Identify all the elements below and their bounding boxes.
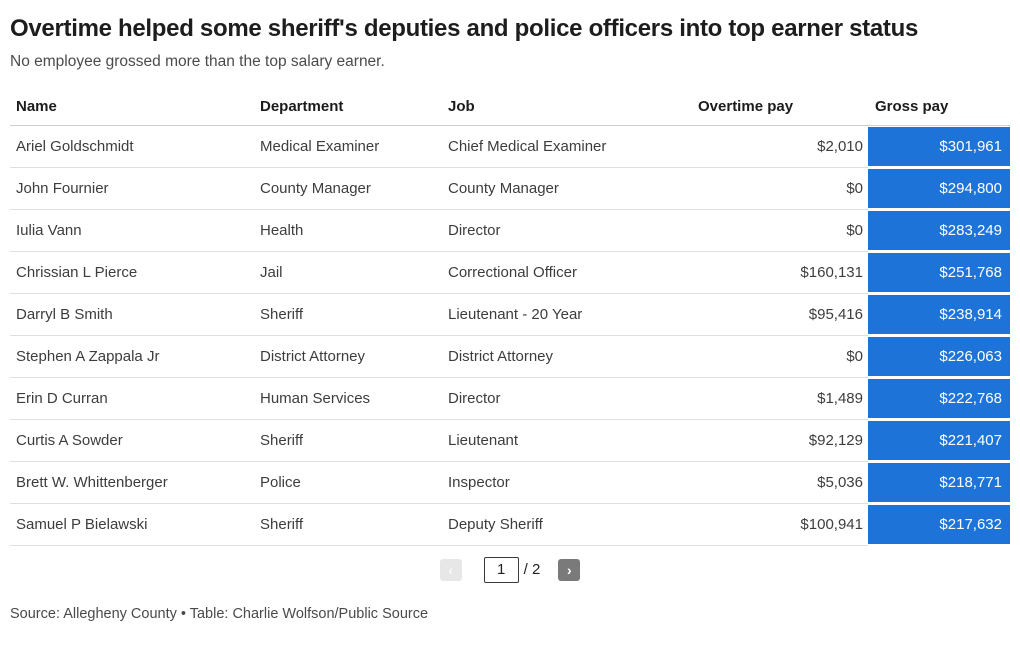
gross-pay-bar: $238,914 <box>868 294 1010 334</box>
cell-overtime-pay: $5,036 <box>698 461 868 504</box>
cell-job: Deputy Sheriff <box>448 503 698 546</box>
cell-gross-pay: $301,961 <box>868 125 1010 168</box>
page-number-input[interactable] <box>483 556 519 583</box>
cell-overtime-pay: $160,131 <box>698 251 868 294</box>
cell-department: Jail <box>260 251 448 294</box>
column-header-overtime-pay[interactable]: Overtime pay <box>698 88 868 126</box>
gross-pay-bar: $218,771 <box>868 462 1010 502</box>
cell-gross-pay: $251,768 <box>868 251 1010 294</box>
source-note: Source: Allegheny County • Table: Charli… <box>10 605 429 622</box>
column-header-gross-pay[interactable]: Gross pay <box>868 88 1010 126</box>
column-header-job[interactable]: Job <box>448 88 698 126</box>
cell-department: Sheriff <box>260 419 448 462</box>
gross-pay-bar: $217,632 <box>868 504 1010 544</box>
table-row: Ariel Goldschmidt Medical Examiner Chief… <box>10 125 1010 168</box>
cell-name: John Fournier <box>10 167 260 210</box>
cell-gross-pay: $222,768 <box>868 377 1010 420</box>
table-row: Iulia Vann Health Director $0 $283,249 <box>10 209 1010 252</box>
table-body: Ariel Goldschmidt Medical Examiner Chief… <box>10 125 1010 546</box>
gross-pay-bar: $251,768 <box>868 252 1010 292</box>
cell-job: Chief Medical Examiner <box>448 125 698 168</box>
cell-gross-pay: $294,800 <box>868 167 1010 210</box>
page-total-label: / 2 <box>523 561 541 579</box>
cell-name: Samuel P Bielawski <box>10 503 260 546</box>
cell-job: Director <box>448 209 698 252</box>
cell-name: Erin D Curran <box>10 377 260 420</box>
cell-name: Iulia Vann <box>10 209 260 252</box>
cell-gross-pay: $283,249 <box>868 209 1010 252</box>
cell-department: Health <box>260 209 448 252</box>
cell-name: Curtis A Sowder <box>10 419 260 462</box>
gross-pay-bar: $226,063 <box>868 336 1010 376</box>
cell-job: Lieutenant - 20 Year <box>448 293 698 336</box>
cell-name: Darryl B Smith <box>10 293 260 336</box>
cell-department: Human Services <box>260 377 448 420</box>
table-row: Stephen A Zappala Jr District Attorney D… <box>10 335 1010 378</box>
gross-pay-bar: $301,961 <box>868 126 1010 166</box>
table-row: Erin D Curran Human Services Director $1… <box>10 377 1010 420</box>
cell-overtime-pay: $0 <box>698 335 868 378</box>
cell-gross-pay: $218,771 <box>868 461 1010 504</box>
cell-department: Sheriff <box>260 293 448 336</box>
cell-job: Director <box>448 377 698 420</box>
cell-overtime-pay: $92,129 <box>698 419 868 462</box>
pagination: ‹ / 2 › <box>0 556 1020 583</box>
data-table: Name Department Job Overtime pay Gross p… <box>10 88 1010 546</box>
table-visualization: Overtime helped some sheriff's deputies … <box>0 13 1020 657</box>
cell-name: Chrissian L Pierce <box>10 251 260 294</box>
cell-overtime-pay: $1,489 <box>698 377 868 420</box>
cell-overtime-pay: $100,941 <box>698 503 868 546</box>
pagination-prev-button[interactable]: ‹ <box>439 558 462 581</box>
gross-pay-bar: $221,407 <box>868 420 1010 460</box>
cell-job: Correctional Officer <box>448 251 698 294</box>
cell-job: County Manager <box>448 167 698 210</box>
cell-gross-pay: $238,914 <box>868 293 1010 336</box>
cell-department: District Attorney <box>260 335 448 378</box>
cell-gross-pay: $226,063 <box>868 335 1010 378</box>
cell-gross-pay: $217,632 <box>868 503 1010 546</box>
page-title: Overtime helped some sheriff's deputies … <box>10 15 919 42</box>
table-row: John Fournier County Manager County Mana… <box>10 167 1010 210</box>
cell-department: Police <box>260 461 448 504</box>
cell-name: Brett W. Whittenberger <box>10 461 260 504</box>
column-header-department[interactable]: Department <box>260 88 448 126</box>
cell-overtime-pay: $95,416 <box>698 293 868 336</box>
column-header-name[interactable]: Name <box>10 88 260 126</box>
pagination-next-button[interactable]: › <box>558 558 581 581</box>
cell-job: Lieutenant <box>448 419 698 462</box>
cell-department: County Manager <box>260 167 448 210</box>
table-row: Chrissian L Pierce Jail Correctional Off… <box>10 251 1010 294</box>
table-row: Curtis A Sowder Sheriff Lieutenant $92,1… <box>10 419 1010 462</box>
cell-department: Sheriff <box>260 503 448 546</box>
table-row: Darryl B Smith Sheriff Lieutenant - 20 Y… <box>10 293 1010 336</box>
cell-overtime-pay: $0 <box>698 167 868 210</box>
cell-name: Stephen A Zappala Jr <box>10 335 260 378</box>
cell-overtime-pay: $2,010 <box>698 125 868 168</box>
cell-name: Ariel Goldschmidt <box>10 125 260 168</box>
cell-gross-pay: $221,407 <box>868 419 1010 462</box>
table-row: Brett W. Whittenberger Police Inspector … <box>10 461 1010 504</box>
cell-job: District Attorney <box>448 335 698 378</box>
page-subtitle: No employee grossed more than the top sa… <box>10 52 385 70</box>
cell-overtime-pay: $0 <box>698 209 868 252</box>
table-header-row: Name Department Job Overtime pay Gross p… <box>10 88 1010 126</box>
table-row: Samuel P Bielawski Sheriff Deputy Sherif… <box>10 503 1010 546</box>
cell-job: Inspector <box>448 461 698 504</box>
gross-pay-bar: $294,800 <box>868 168 1010 208</box>
gross-pay-bar: $283,249 <box>868 210 1010 250</box>
gross-pay-bar: $222,768 <box>868 378 1010 418</box>
cell-department: Medical Examiner <box>260 125 448 168</box>
